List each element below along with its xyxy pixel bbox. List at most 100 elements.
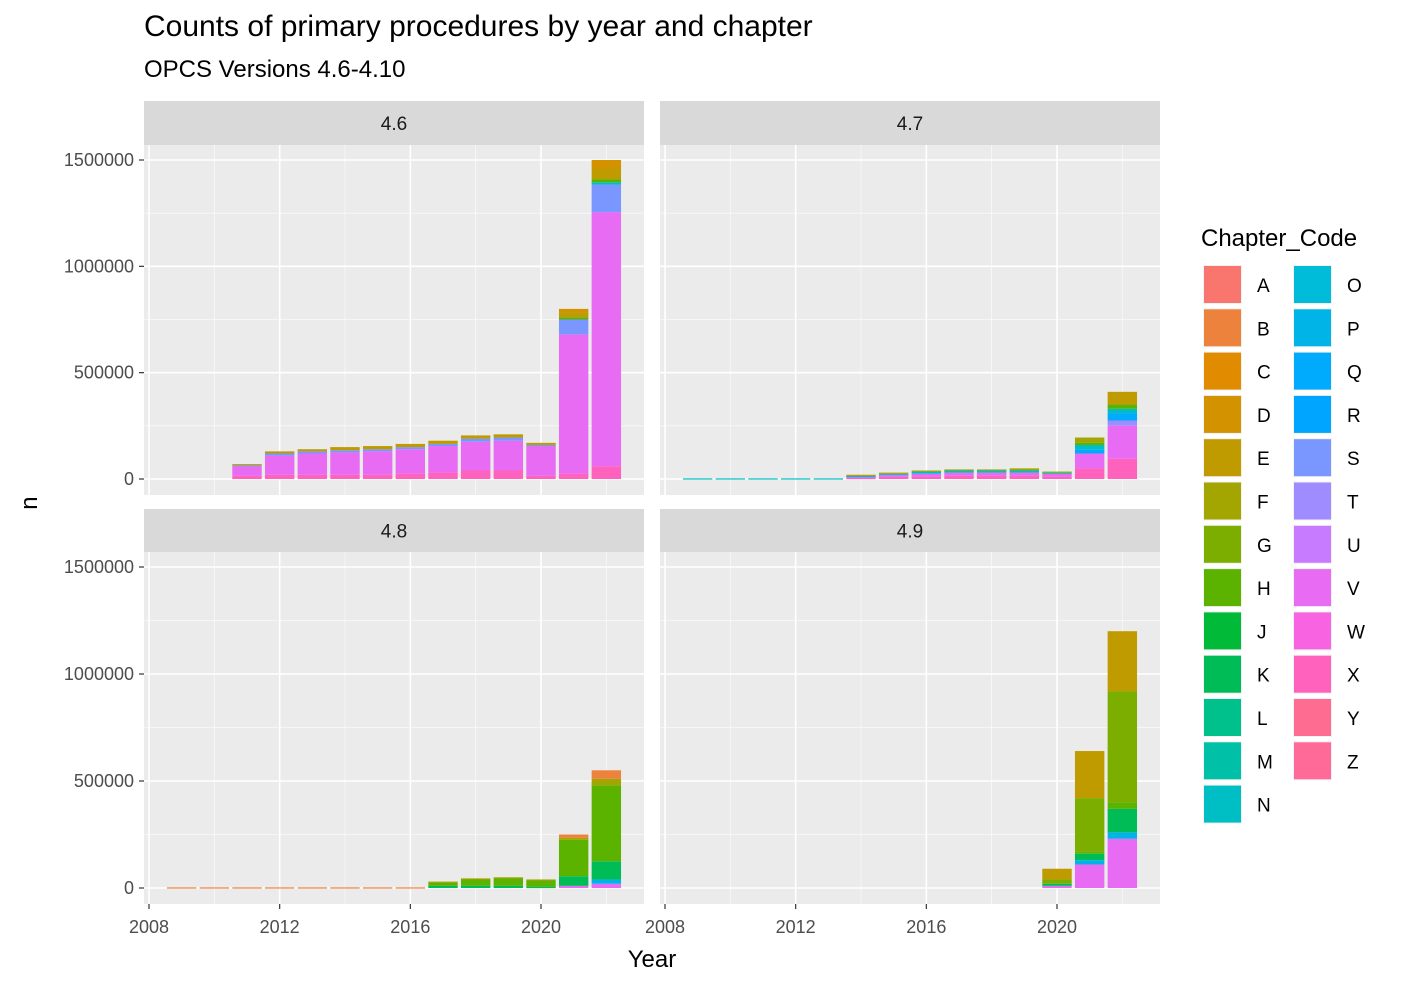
bar-segment-V <box>1074 864 1105 888</box>
bar-segment-E <box>558 312 589 318</box>
legend-key <box>1204 482 1241 520</box>
bar-segment-V <box>846 476 876 479</box>
bar-segment-F <box>591 778 622 786</box>
bar-segment-S <box>493 437 524 441</box>
legend-key <box>1204 655 1241 693</box>
bar-segment-H <box>591 785 622 862</box>
y-tick-label: 1500000 <box>64 150 134 170</box>
x-tick-label: 2016 <box>390 917 430 937</box>
bar-segment-N <box>911 471 942 474</box>
bar-segment-X <box>526 475 556 479</box>
bar-segment-T <box>1107 420 1138 426</box>
legend-label: B <box>1257 319 1270 340</box>
bar-segment-F <box>460 878 491 880</box>
y-tick-label: 0 <box>124 469 134 489</box>
y-tick-label: 500000 <box>74 363 134 383</box>
facet-strip <box>660 509 1160 552</box>
bar-segment-B <box>330 887 360 889</box>
legend-key <box>1204 612 1241 650</box>
legend-label: J <box>1257 622 1267 643</box>
x-tick-label: 2012 <box>260 917 300 937</box>
legend-key <box>1204 569 1241 607</box>
legend-label: H <box>1257 579 1271 600</box>
legend-label: S <box>1347 449 1360 470</box>
bar-segment-N <box>976 470 1007 473</box>
bar-segment-H <box>1074 851 1105 854</box>
facet-strip <box>660 101 1160 145</box>
bar-segment-N <box>591 182 622 185</box>
bar-segment-V <box>558 334 589 474</box>
bar-segment-N <box>813 478 844 480</box>
legend-label: O <box>1347 276 1362 297</box>
legend-key <box>1294 699 1331 736</box>
bar-segment-B <box>232 887 262 889</box>
legend-label: L <box>1257 709 1268 730</box>
legend-key <box>1294 612 1331 650</box>
bar-segment-E <box>460 435 491 439</box>
bar-segment-F <box>428 881 458 883</box>
facet-strip <box>144 509 644 552</box>
bar-segment-B <box>558 834 589 838</box>
bar-segment-N <box>1107 408 1138 414</box>
bar-segment-K <box>526 886 556 889</box>
bar-segment-X <box>362 474 393 479</box>
legend-label: Q <box>1347 363 1362 384</box>
legend-key <box>1204 525 1241 563</box>
bar-segment-D <box>558 308 589 313</box>
bar-segment-V <box>493 440 524 471</box>
bar-segment-V <box>297 453 328 475</box>
legend-key <box>1294 352 1331 390</box>
legend-key <box>1204 439 1241 477</box>
bar-segment-X <box>911 476 942 479</box>
bar-segment-V <box>944 472 974 476</box>
legend-title: Chapter_Code <box>1201 225 1357 252</box>
bar-segment-N <box>846 475 876 478</box>
x-tick-label: 2020 <box>521 917 561 937</box>
facet-strip <box>144 101 644 145</box>
legend-label: K <box>1257 666 1270 687</box>
legend-label: P <box>1347 319 1360 340</box>
bar-segment-S <box>232 465 262 467</box>
bar-segment-K <box>460 885 491 888</box>
y-tick-label: 0 <box>124 878 134 898</box>
bar-segment-F <box>846 474 876 476</box>
legend-label: Z <box>1347 752 1359 773</box>
x-tick-label: 2008 <box>645 917 685 937</box>
bar-segment-V <box>232 466 262 476</box>
y-tick-label: 1000000 <box>64 664 134 684</box>
bar-segment-F <box>1042 471 1072 473</box>
bar-segment-F <box>944 469 974 471</box>
bar-segment-X <box>428 472 458 479</box>
bar-segment-E <box>591 168 622 180</box>
bar-segment-X <box>878 476 909 479</box>
facet-strip-label: 4.8 <box>381 522 407 543</box>
bar-segment-K <box>428 885 458 888</box>
bar-segment-B <box>297 887 328 889</box>
bar-segment-H <box>558 839 589 877</box>
bar-segment-V <box>395 449 426 474</box>
bar-segment-Q <box>1107 413 1138 421</box>
bar-segment-X <box>232 475 262 479</box>
bar-segment-V <box>1074 453 1105 469</box>
bar-segment-D <box>591 160 622 169</box>
bar-segment-F <box>526 879 556 881</box>
legend-label: W <box>1347 622 1365 643</box>
bar-segment-V <box>362 451 393 475</box>
legend-key <box>1294 395 1331 433</box>
bar-segment-E <box>1107 391 1138 405</box>
bar-segment-B <box>395 887 426 889</box>
bar-segment-K <box>1107 808 1138 833</box>
bar-segment-V <box>558 885 589 888</box>
x-tick-label: 2008 <box>129 917 169 937</box>
facet-strip-label: 4.9 <box>897 522 923 543</box>
bar-segment-N <box>1009 470 1040 473</box>
bar-segment-E <box>526 442 556 445</box>
bar-segment-V <box>460 441 491 471</box>
legend-label: V <box>1347 579 1360 600</box>
bar-segment-H <box>1107 802 1138 809</box>
bar-segment-E <box>362 446 393 450</box>
bar-segment-H <box>1107 404 1138 409</box>
bar-segment-F <box>493 877 524 879</box>
bar-segment-V <box>1009 472 1040 476</box>
